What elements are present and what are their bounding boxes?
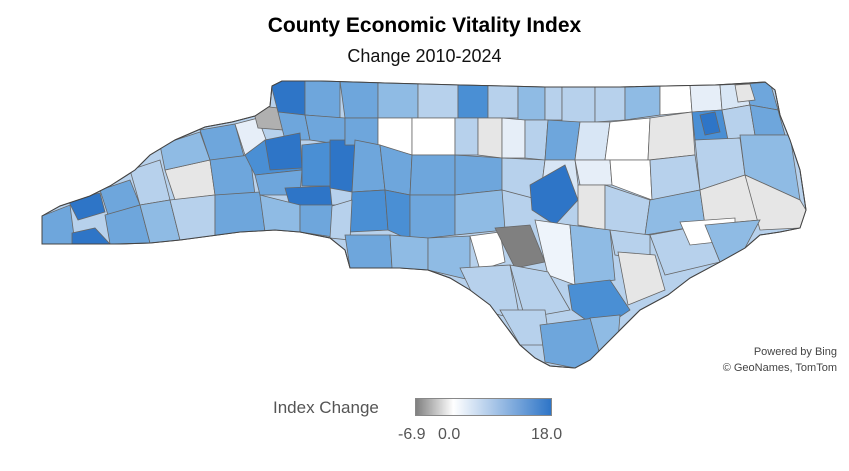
county-region [349,189,389,233]
county-region [377,81,419,119]
county-region [477,117,503,159]
county-region [411,117,456,156]
county-region [389,234,429,271]
county-region [409,194,456,241]
county-region [509,264,571,319]
attribution-line: Powered by Bing [753,346,837,358]
county-region [659,84,693,116]
county-region [689,84,723,113]
county-region [647,111,696,161]
legend-min-label: -6.9 [398,426,426,443]
legend-zero-label: 0.0 [438,426,461,443]
county-region [329,139,356,193]
county-region [574,159,613,186]
county-region [214,191,266,237]
county-region [339,81,379,119]
county-region [409,154,456,196]
county-region [561,86,596,123]
legend-title: Index Change [273,398,379,417]
county-region [329,199,353,241]
map-subtitle: Change 2010-2024 [347,46,502,66]
county-region [469,231,506,271]
county-region [454,117,479,156]
county-region [487,84,519,119]
county-region [417,82,459,119]
county-region [457,83,489,119]
county-region [699,111,721,136]
county-region [517,85,546,121]
county-region [539,317,601,368]
legend-max-label: 18.0 [531,426,563,443]
state-border [41,80,807,369]
county-region [304,81,341,119]
county-region [454,154,503,196]
map-attribution: Powered by Bing © GeoNames, TomTom [723,344,837,376]
county-region [749,104,786,136]
county-region [574,121,611,161]
attribution-line: © GeoNames, TomTom [722,362,837,374]
county-region [569,224,616,286]
county-region [524,119,549,161]
map-title: County Economic Vitality Index [267,14,582,37]
legend-color-scale [415,398,552,416]
county-region [264,132,303,171]
county-region [594,86,626,123]
county-region [604,117,651,161]
county-region [617,251,666,306]
county-region [734,83,756,103]
county-region [544,119,581,161]
county-region [624,85,661,121]
county-region [529,164,579,226]
county-region [577,184,606,231]
county-region [42,204,76,245]
county-region [544,86,563,121]
county-region [344,234,393,269]
county-region [501,117,526,159]
